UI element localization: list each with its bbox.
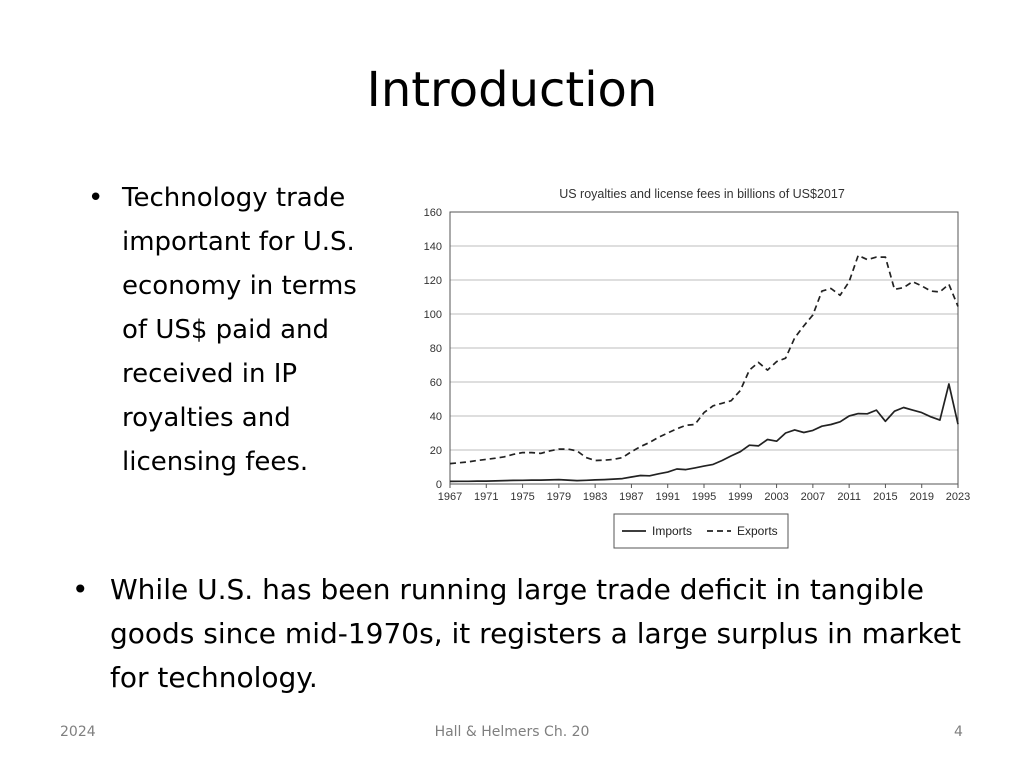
x-tick-label: 2019	[909, 491, 933, 503]
y-tick-label: 60	[430, 377, 442, 389]
chart-grid	[450, 211, 958, 485]
legend-label-imports: Imports	[652, 524, 692, 538]
x-axis: 1967 1971 1975 1979 1983 1987 1991 1995 1999 2003…	[438, 484, 970, 503]
x-tick-label: 1999	[728, 491, 752, 503]
footer-citation: Hall & Helmers Ch. 20	[434, 724, 590, 740]
y-tick-label: 120	[424, 275, 442, 287]
royalties-chart: US royalties and license fees in billion…	[424, 187, 970, 549]
x-tick-label: 1995	[692, 491, 716, 503]
series-exports-line	[449, 254, 959, 465]
y-tick-label: 80	[430, 343, 442, 355]
slide-number: 4	[954, 724, 963, 740]
bullet-text: While U.S. has been running large trade …	[110, 573, 961, 694]
x-tick-label: 1975	[510, 491, 534, 503]
chart-title: US royalties and license fees in billion…	[559, 187, 845, 201]
x-tick-label: 1971	[474, 491, 498, 503]
bullet-text: Technology trade important for U.S. econ…	[122, 183, 357, 477]
y-tick-label: 160	[424, 207, 442, 219]
footer-date: 2024	[60, 724, 96, 740]
x-tick-label: 1991	[655, 491, 679, 503]
x-tick-label: 1967	[438, 491, 462, 503]
y-tick-label: 100	[424, 309, 442, 321]
x-tick-label: 1987	[619, 491, 643, 503]
x-tick-label: 2007	[801, 491, 825, 503]
x-tick-label: 1979	[547, 491, 571, 503]
bullet-point: •	[88, 183, 104, 213]
y-tick-label: 0	[436, 479, 442, 491]
x-tick-label: 2015	[873, 491, 897, 503]
slide-title: Introduction	[366, 62, 658, 118]
x-tick-label: 1983	[583, 491, 607, 503]
series-lines	[449, 254, 959, 483]
legend-label-exports: Exports	[737, 524, 778, 538]
x-tick-label: 2011	[837, 491, 861, 503]
series-imports-line	[449, 383, 959, 483]
chart-legend: Imports Exports	[613, 513, 789, 549]
x-tick-label: 2003	[764, 491, 788, 503]
x-tick-label: 2023	[946, 491, 970, 503]
y-tick-label: 140	[424, 241, 442, 253]
y-tick-label: 40	[430, 411, 442, 423]
y-tick-label: 20	[430, 445, 442, 457]
y-axis: 0 20 40 60 80 100 120 140 160	[424, 207, 442, 491]
bullet-point: •	[72, 573, 89, 606]
